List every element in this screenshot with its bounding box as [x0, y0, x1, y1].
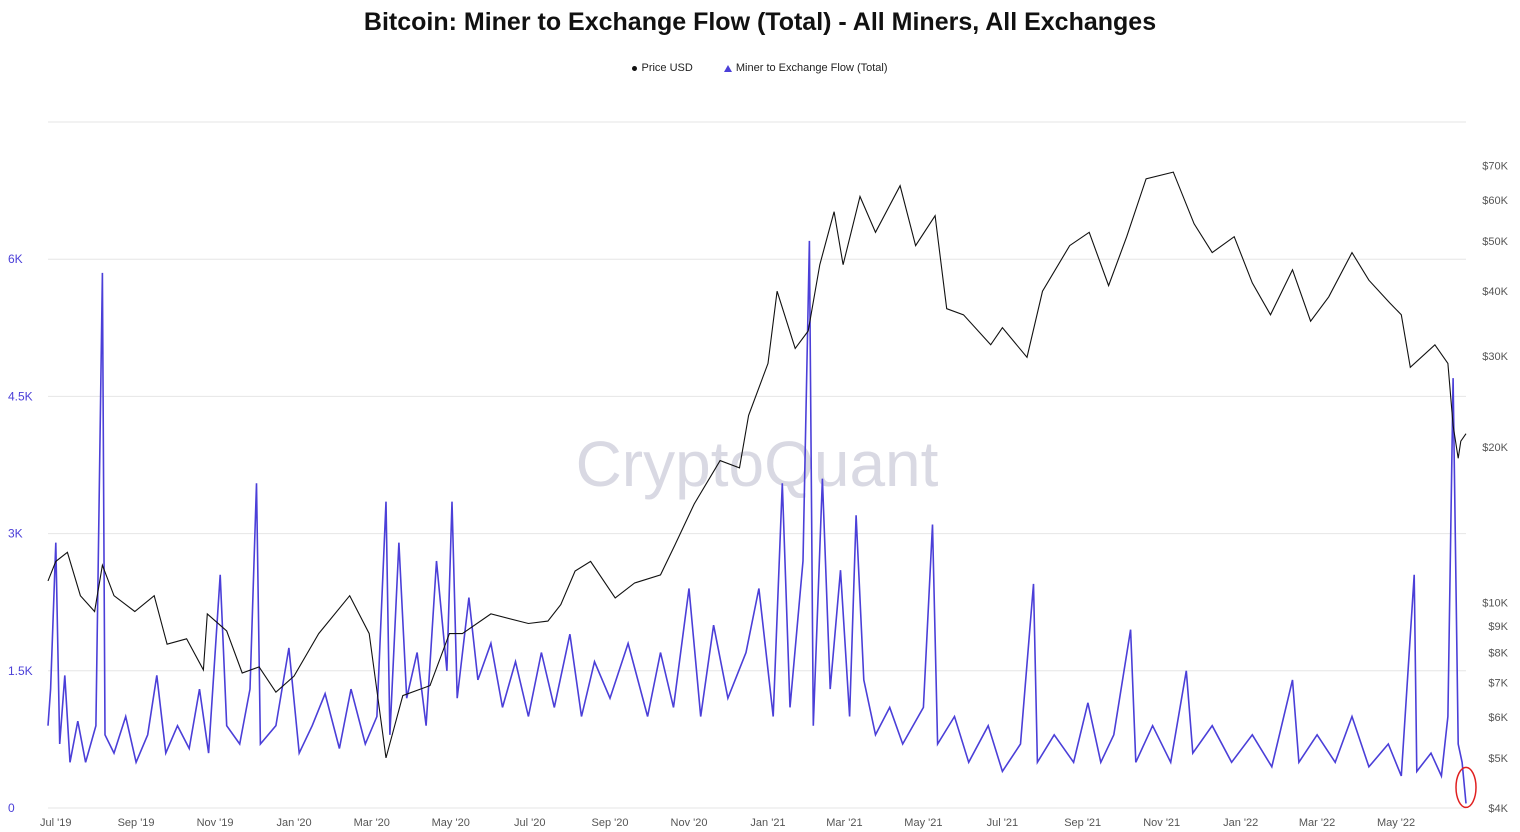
- x-tick-label: Sep '20: [592, 817, 629, 829]
- legend-label-flow: Miner to Exchange Flow (Total): [735, 62, 888, 74]
- right-tick-label: $20K: [1482, 442, 1508, 454]
- right-tick-label: $7K: [1488, 677, 1508, 689]
- x-tick-label: Mar '20: [354, 817, 390, 829]
- left-tick-label: 1.5K: [8, 664, 33, 678]
- x-tick-label: Jul '21: [987, 817, 1018, 829]
- x-axis: Jul '19 Sep '19 Nov '19 Jan '20 Mar '20 May '…: [40, 817, 1415, 829]
- left-axis: 0 1.5K 3K 4.5K 6K: [8, 252, 33, 815]
- grid-lines: [48, 121, 1466, 809]
- x-tick-label: Nov '21: [1143, 817, 1180, 829]
- right-tick-label: $4K: [1488, 803, 1508, 815]
- series-line-flow[interactable]: [47, 240, 1467, 804]
- x-tick-label: Jan '21: [750, 817, 785, 829]
- x-tick-label: May '21: [904, 817, 942, 829]
- legend-item-price[interactable]: Price USD: [632, 62, 693, 74]
- legend-dot-icon: [632, 65, 638, 71]
- right-tick-label: $30K: [1482, 351, 1508, 363]
- right-axis: $4K $5K $6K $7K $8K $9K $10K $20K $30K $40K $50K $6…: [1482, 161, 1508, 815]
- right-tick-label: $70K: [1482, 161, 1508, 173]
- x-tick-label: Jan '20: [276, 817, 311, 829]
- right-tick-label: $10K: [1482, 597, 1508, 609]
- x-tick-label: Jul '20: [514, 817, 545, 829]
- legend[interactable]: Price USD Miner to Exchange Flow (Total): [0, 62, 1520, 74]
- x-tick-label: Nov '19: [197, 817, 234, 829]
- highlight-circle: [1455, 766, 1477, 809]
- chart-title: Bitcoin: Miner to Exchange Flow (Total) …: [363, 8, 1157, 36]
- x-tick-label: Sep '19: [118, 817, 155, 829]
- right-tick-label: $8K: [1488, 647, 1508, 659]
- legend-item-flow[interactable]: Miner to Exchange Flow (Total): [723, 62, 888, 74]
- x-tick-label: Jul '19: [40, 817, 71, 829]
- legend-triangle-icon: [723, 64, 732, 72]
- x-tick-label: Nov '20: [671, 817, 708, 829]
- x-tick-label: Jan '22: [1223, 817, 1258, 829]
- x-tick-label: Mar '21: [826, 817, 862, 829]
- left-tick-label: 6K: [8, 252, 23, 266]
- x-tick-label: Sep '21: [1064, 817, 1101, 829]
- series-line-price[interactable]: [47, 171, 1467, 759]
- right-tick-label: $6K: [1488, 712, 1508, 724]
- watermark: CryptoQuant: [576, 428, 939, 500]
- x-tick-label: Mar '22: [1299, 817, 1335, 829]
- left-tick-label: 4.5K: [8, 389, 33, 403]
- x-tick-label: May '22: [1377, 817, 1415, 829]
- right-tick-label: $50K: [1482, 236, 1508, 248]
- legend-label-price: Price USD: [641, 62, 693, 74]
- right-tick-label: $5K: [1488, 753, 1508, 765]
- left-tick-label: 0: [8, 801, 15, 815]
- right-tick-label: $60K: [1482, 195, 1508, 207]
- x-tick-label: May '20: [432, 817, 470, 829]
- right-tick-label: $40K: [1482, 286, 1508, 298]
- right-tick-label: $9K: [1488, 621, 1508, 633]
- left-tick-label: 3K: [8, 527, 23, 541]
